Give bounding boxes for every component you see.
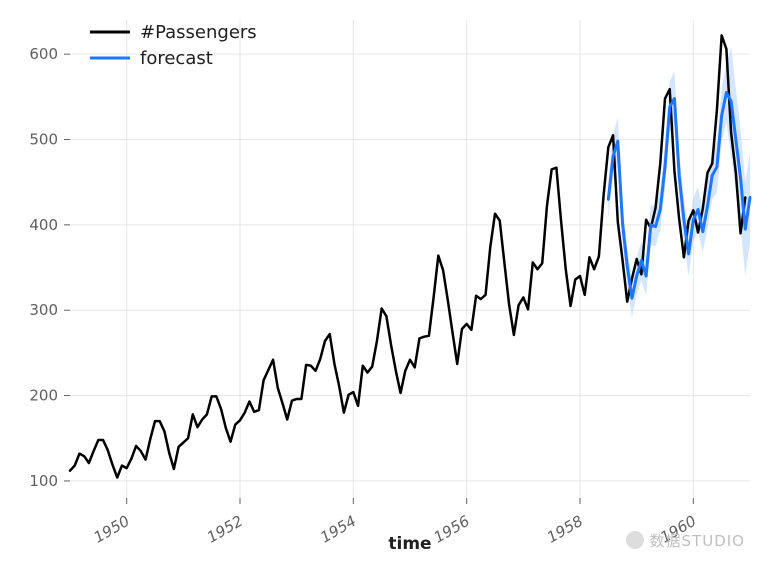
svg-text:forecast: forecast — [140, 48, 213, 69]
svg-text:time: time — [388, 534, 431, 554]
svg-text:1952: 1952 — [204, 512, 246, 547]
svg-text:200: 200 — [29, 387, 58, 405]
svg-text:600: 600 — [29, 45, 58, 63]
svg-text:1950: 1950 — [91, 512, 133, 547]
svg-text:1954: 1954 — [317, 512, 359, 547]
svg-text:400: 400 — [29, 216, 58, 234]
line-chart: 100 200 300 400 500 600 1950 1952 1954 1956 1958 19… — [0, 0, 775, 563]
svg-text:1958: 1958 — [544, 512, 586, 547]
svg-text:1960: 1960 — [657, 512, 699, 547]
chart-container: 100 200 300 400 500 600 1950 1952 1954 1956 1958 19… — [0, 0, 775, 563]
svg-text:100: 100 — [29, 472, 58, 490]
svg-text:300: 300 — [29, 301, 58, 319]
svg-text:500: 500 — [29, 131, 58, 149]
svg-text:#Passengers: #Passengers — [140, 22, 257, 43]
svg-text:1956: 1956 — [431, 512, 473, 547]
